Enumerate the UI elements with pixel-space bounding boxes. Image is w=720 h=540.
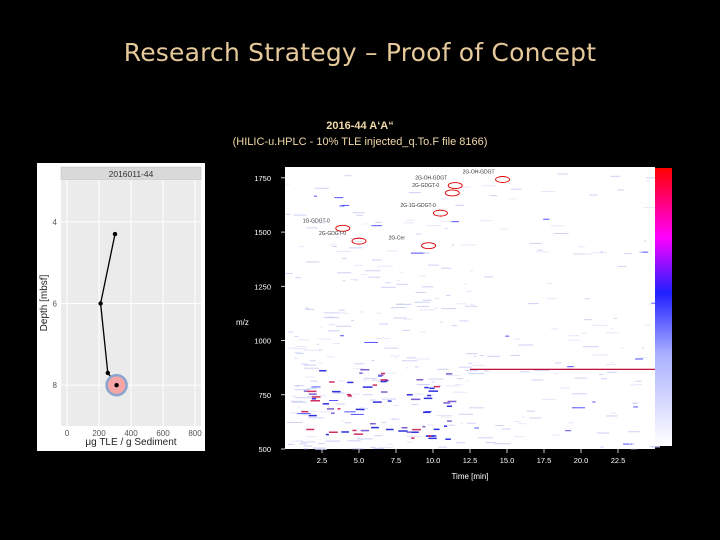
colorbar-label: Int.: [634, 172, 644, 179]
heatmap-x-tick: 5.0: [354, 456, 364, 465]
heatmap-x-tick: 17.5: [537, 456, 552, 465]
strip-header: [60, 166, 202, 181]
method-caption: (HILIC-u.HPLC - 10% TLE injected_q.To.F …: [232, 136, 488, 148]
heatmap-x-axis-label: Time [min]: [451, 472, 488, 481]
heatmap-y-tick: 1250: [254, 282, 271, 291]
depth-x-tick: 200: [92, 429, 106, 438]
heatmap-x-tick: 22.5: [611, 456, 626, 465]
slide-title: Research Strategy – Proof of Concept: [123, 38, 597, 67]
depth-profile-chart: 2016011-44 0 200 400 600 800 4 6 8 μg TLE / g S…: [39, 166, 203, 448]
peak-ellipse: [421, 242, 437, 250]
heatmap-x-tick: 15.0: [500, 456, 515, 465]
peak-annotation: 2G-GDGT-0: [412, 183, 439, 189]
colorbar-tick: 10^0: [628, 441, 643, 448]
sample-title: 2016-44 A‘A“: [326, 120, 394, 132]
heatmap-x-tick: 12.5: [463, 456, 478, 465]
heatmap-y-tick: 1750: [254, 174, 271, 183]
depth-profile-panel: 2016011-44 0 200 400 600 800 4 6 8 μg TLE / g S…: [37, 163, 205, 451]
peak-ellipse: [432, 209, 448, 217]
heatmap-y-axis-label: m/z: [236, 318, 249, 327]
depth-y-axis-label: Depth [mbsf]: [39, 274, 50, 331]
depth-y-tick: 6: [53, 300, 58, 309]
colorbar-tick: 10^3: [628, 298, 643, 305]
mass-spec-heatmap: 2.5 5.0 7.5 10.0 12.5 15.0 17.5 20.0 22.5 500 750 1…: [236, 167, 665, 481]
peak-annotation: 2G-GDGT-0: [319, 231, 346, 237]
strip-label: 2016011-44: [109, 169, 154, 179]
heatmap-x-tick: 7.5: [391, 456, 401, 465]
peak-ellipse: [447, 182, 463, 190]
depth-x-tick: 0: [65, 429, 70, 438]
peak-ellipse: [495, 176, 511, 183]
depth-x-tick: 400: [124, 429, 138, 438]
depth-point: [112, 231, 118, 237]
colorbar-ticks: 10^0 10^1 10^2 10^3 10^4 10^5: [628, 203, 643, 448]
colorbar-tick: 10^5: [628, 203, 643, 210]
heatmap-y-tick: 750: [258, 391, 271, 400]
peak-ellipse: [444, 189, 460, 197]
peak-ellipse: [335, 224, 351, 232]
depth-grid: [61, 181, 201, 426]
heatmap-ticks: 2.5 5.0 7.5 10.0 12.5 15.0 17.5 20.0 22.5 500 750 1…: [254, 174, 625, 465]
peak-annotation: 1G-GDGT-0: [303, 218, 330, 224]
heatmap-x-tick: 20.0: [574, 456, 589, 465]
heatmap-background: [285, 167, 655, 449]
heatmap-y-tick: 500: [258, 445, 271, 454]
peak-annotation: 2G-1G-GDGT-0: [400, 203, 436, 209]
colorbar-tick: 10^4: [628, 251, 643, 258]
heatmap-x-tick: 10.0: [426, 456, 441, 465]
depth-x-tick: 800: [188, 429, 202, 438]
peak-annotation: 2G-OH-GDGT: [463, 170, 495, 176]
depth-point: [105, 370, 111, 376]
depth-ticks: 0 200 400 600 800 4 6 8: [53, 218, 203, 438]
depth-points: [98, 231, 128, 397]
mass-spec-panel: 2.5 5.0 7.5 10.0 12.5 15.0 17.5 20.0 22.5 500 750 1…: [230, 165, 665, 495]
peak-annotation: 2G-OH-GDGT: [415, 176, 447, 182]
heatmap-signal: [285, 170, 665, 450]
heatmap-y-tick: 1500: [254, 228, 271, 237]
depth-x-axis-label: μg TLE / g Sediment: [85, 437, 176, 448]
depth-y-tick: 8: [53, 381, 58, 390]
depth-x-tick: 600: [156, 429, 170, 438]
depth-point: [114, 382, 119, 388]
colorbar-tick: 10^1: [628, 393, 643, 400]
peak-annotation: 2G-Cer: [389, 236, 406, 242]
colorbar-tick: 10^2: [628, 346, 643, 353]
depth-point: [98, 301, 103, 306]
heatmap-y-tick: 1000: [254, 337, 271, 346]
intensity-colorbar: [655, 168, 672, 446]
heatmap-x-tick: 2.5: [317, 456, 327, 465]
depth-y-tick: 4: [53, 218, 58, 227]
peak-ellipse: [351, 237, 367, 245]
heatmap-annotations: 2G-OH-GDGT2G-OH-GDGT2G-GDGT-02G-1G-GDGT-…: [303, 170, 511, 250]
